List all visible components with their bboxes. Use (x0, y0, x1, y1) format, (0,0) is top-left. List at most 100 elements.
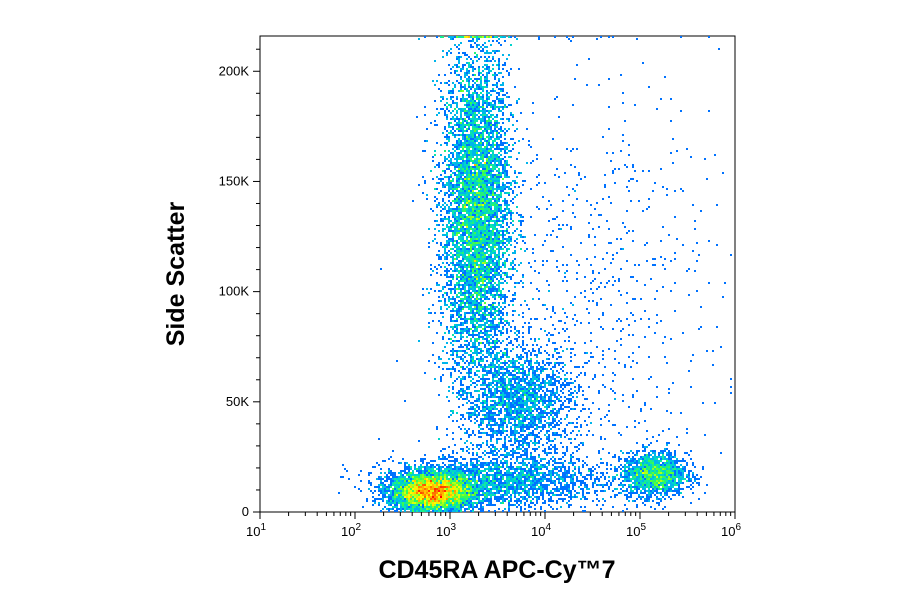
event-dot (500, 400, 502, 402)
event-dot (560, 384, 562, 386)
event-dot (502, 90, 504, 92)
event-dot (514, 326, 516, 328)
event-dot (510, 138, 512, 140)
event-dot (460, 128, 462, 130)
event-dot (456, 208, 458, 210)
event-dot (444, 258, 446, 260)
event-dot (464, 292, 466, 294)
event-dot (460, 118, 462, 120)
event-dot (484, 240, 486, 242)
event-dot (480, 232, 482, 234)
event-dot (506, 214, 508, 216)
event-dot (506, 384, 508, 386)
event-dot (470, 66, 472, 68)
event-dot (514, 196, 516, 198)
event-dot (490, 322, 492, 324)
event-dot (486, 252, 488, 254)
event-dot (456, 242, 458, 244)
event-dot (532, 112, 534, 114)
event-dot (514, 364, 516, 366)
event-dot (474, 198, 476, 200)
event-dot (692, 204, 694, 206)
event-dot (498, 132, 500, 134)
event-dot (450, 290, 452, 292)
event-dot (484, 242, 486, 244)
event-dot (448, 230, 450, 232)
event-dot (500, 296, 502, 298)
event-dot (498, 234, 500, 236)
event-dot (500, 312, 502, 314)
event-dot (472, 248, 474, 250)
event-dot (490, 364, 492, 366)
event-dot (568, 402, 570, 404)
event-dot (478, 94, 480, 96)
event-dot (510, 382, 512, 384)
event-dot (542, 362, 544, 364)
event-dot (498, 136, 500, 138)
event-dot (570, 226, 572, 228)
event-dot (492, 220, 494, 222)
event-dot (528, 144, 530, 146)
event-dot (542, 402, 544, 404)
event-dot (418, 340, 420, 342)
event-dot (474, 188, 476, 190)
event-dot (464, 134, 466, 136)
event-dot (546, 390, 548, 392)
event-dot (460, 124, 462, 126)
event-dot (466, 386, 468, 388)
event-dot (520, 192, 522, 194)
event-dot (506, 362, 508, 364)
event-dot (476, 264, 478, 266)
event-dot (476, 232, 478, 234)
event-dot (452, 310, 454, 312)
event-dot (484, 270, 486, 272)
event-dot (564, 378, 566, 380)
event-dot (660, 98, 662, 100)
event-dot (502, 102, 504, 104)
event-dot (464, 154, 466, 156)
event-dot (492, 386, 494, 388)
event-dot (466, 176, 468, 178)
event-dot (462, 110, 464, 112)
event-dot (484, 122, 486, 124)
event-dot (458, 172, 460, 174)
event-dot (490, 254, 492, 256)
event-dot (472, 38, 474, 40)
event-dot (506, 274, 508, 276)
event-dot (532, 400, 534, 402)
event-dot (476, 206, 478, 208)
event-dot (482, 300, 484, 302)
event-dot (530, 266, 532, 268)
event-dot (524, 348, 526, 350)
event-dot (456, 228, 458, 230)
event-dot (536, 344, 538, 346)
event-dot (496, 134, 498, 136)
event-dot (638, 346, 640, 348)
event-dot (630, 276, 632, 278)
event-dot (498, 240, 500, 242)
event-dot (492, 142, 494, 144)
event-dot (480, 242, 482, 244)
event-dot (452, 260, 454, 262)
event-dot (654, 182, 656, 184)
event-dot (480, 212, 482, 214)
event-dot (474, 334, 476, 336)
event-dot (460, 336, 462, 338)
event-dot (700, 210, 702, 212)
event-dot (502, 98, 504, 100)
event-dot (522, 326, 524, 328)
event-dot (458, 252, 460, 254)
event-dot (514, 186, 516, 188)
event-dot (452, 214, 454, 216)
event-dot (598, 84, 600, 86)
event-dot (462, 162, 464, 164)
event-dot (512, 394, 514, 396)
event-dot (438, 224, 440, 226)
event-dot (490, 130, 492, 132)
event-dot (502, 100, 504, 102)
event-dot (522, 240, 524, 242)
event-dot (504, 352, 506, 354)
event-dot (490, 114, 492, 116)
event-dot (468, 72, 470, 74)
event-dot (526, 402, 528, 404)
